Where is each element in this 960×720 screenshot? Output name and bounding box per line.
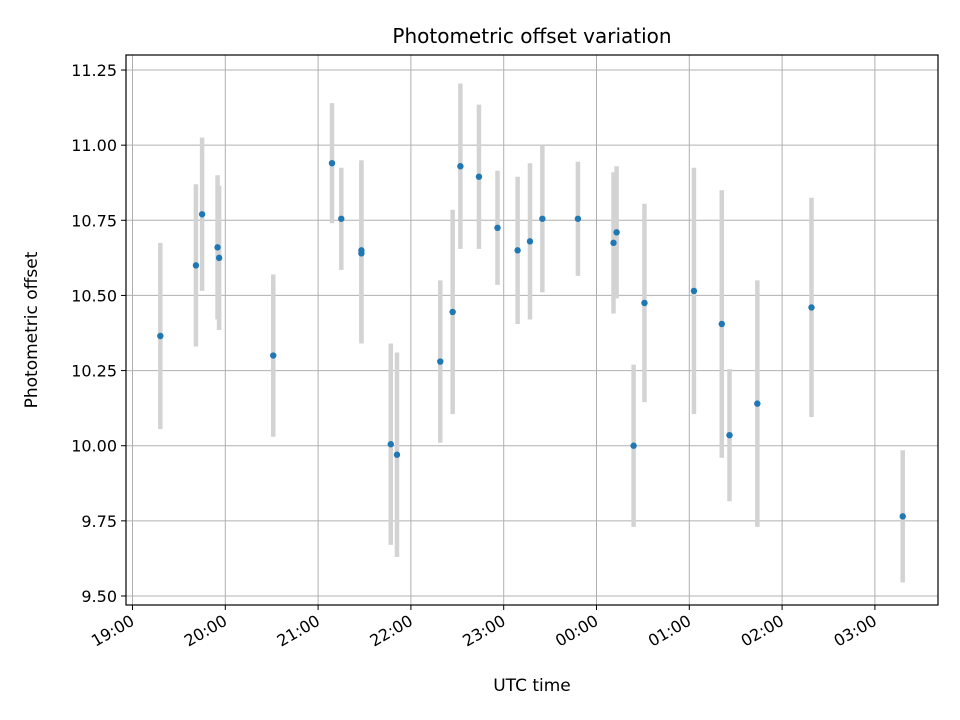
data-point xyxy=(613,229,620,236)
data-point xyxy=(215,254,223,262)
data-point xyxy=(899,513,906,520)
data-point xyxy=(808,304,815,311)
y-tick-label: 10.00 xyxy=(71,437,117,456)
data-point xyxy=(270,352,277,359)
data-point xyxy=(726,431,733,439)
data-point xyxy=(690,287,698,295)
y-tick-label: 11.00 xyxy=(71,136,117,155)
data-point xyxy=(157,332,164,340)
y-tick-label: 10.25 xyxy=(71,362,117,381)
data-points xyxy=(157,159,906,520)
data-point xyxy=(338,215,345,222)
data-point xyxy=(198,211,206,218)
y-tick-label: 10.50 xyxy=(71,286,117,305)
x-axis-label: UTC time xyxy=(493,676,571,696)
data-point xyxy=(393,451,401,458)
data-point xyxy=(387,441,394,448)
y-axis: 9.50 9.75 10.00 10.25 10.50 10.75 11.00 11.25 xyxy=(71,61,126,606)
y-tick-label: 11.25 xyxy=(71,61,117,80)
y-axis-label: Photometric offset xyxy=(22,251,42,408)
data-point xyxy=(574,215,582,222)
chart-title: Photometric offset variation xyxy=(392,24,671,48)
data-point xyxy=(328,159,336,167)
data-point xyxy=(475,173,483,180)
plot-frame xyxy=(125,54,939,606)
grid xyxy=(126,55,938,605)
y-tick-label: 10.75 xyxy=(71,211,117,230)
data-point xyxy=(494,224,501,232)
data-point xyxy=(610,239,617,247)
data-point xyxy=(437,358,444,365)
data-point xyxy=(192,262,200,269)
data-point xyxy=(539,215,546,222)
data-point xyxy=(526,238,534,245)
data-point xyxy=(718,320,725,328)
data-point xyxy=(630,442,637,449)
y-tick-label: 9.75 xyxy=(81,512,117,531)
data-point xyxy=(457,163,464,170)
data-point xyxy=(514,247,521,254)
y-tick-label: 9.50 xyxy=(81,587,117,606)
data-point xyxy=(214,244,221,251)
data-point xyxy=(754,400,761,407)
data-point xyxy=(358,250,365,257)
data-point xyxy=(449,308,456,316)
data-point xyxy=(641,299,648,307)
